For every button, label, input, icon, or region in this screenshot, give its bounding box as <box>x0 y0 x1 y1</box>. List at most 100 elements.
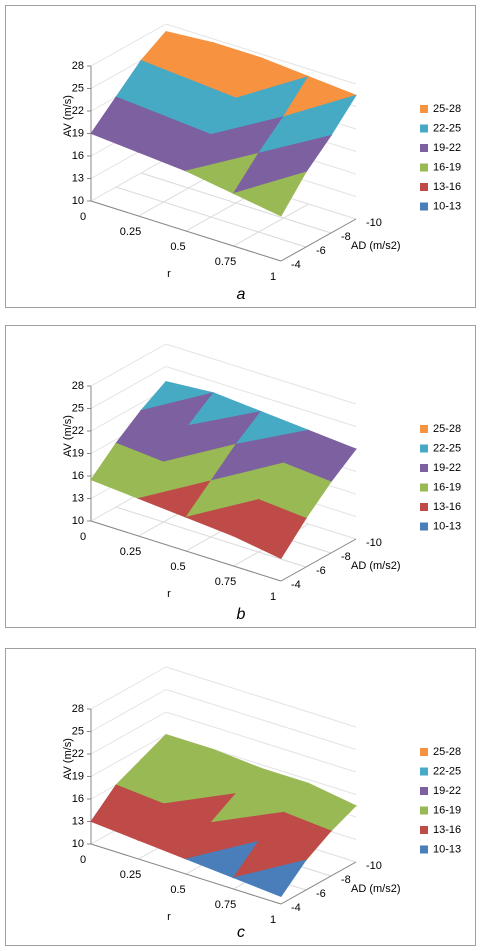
surface-facet <box>232 171 307 217</box>
x-tick-label: 0.25 <box>120 226 141 238</box>
z-tick-label: 28 <box>72 60 84 72</box>
z-tick-label: 16 <box>72 793 84 805</box>
depth-tick-label: -8 <box>341 231 351 243</box>
x-axis-label: r <box>167 268 171 280</box>
depth-axis-label: AD (m/s2) <box>351 883 401 895</box>
z-tick-label: 28 <box>72 380 84 392</box>
chart: 10 13 16 19 22 25 28 0 0.25 0.5 0.75 1 -4 -6 -8 -10 AV (… <box>62 23 461 303</box>
caption: c <box>237 924 245 941</box>
legend-label: 10-13 <box>433 200 461 212</box>
legend-label: 25-28 <box>433 746 461 758</box>
z-tick-label: 13 <box>72 815 84 827</box>
x-tick-label: 0 <box>80 211 86 223</box>
z-tick-label: 16 <box>72 150 84 162</box>
x-tick-label: 1 <box>270 271 276 283</box>
z-tick-label: 16 <box>72 470 84 482</box>
grid-line <box>90 366 167 409</box>
legend-swatch <box>420 845 428 854</box>
legend-swatch <box>420 144 428 152</box>
depth-tick-label: -6 <box>316 565 326 577</box>
legend-swatch <box>420 202 428 211</box>
z-tick-label: 25 <box>72 402 84 414</box>
legend-label: 25-28 <box>433 423 461 435</box>
x-tick-label: 1 <box>270 914 276 926</box>
grid-line <box>90 158 167 202</box>
z-tick-label: 25 <box>72 82 84 94</box>
x-tick-label: 0 <box>80 531 86 543</box>
grid-line <box>90 689 167 732</box>
z-tick-label: 10 <box>72 515 84 527</box>
x-axis <box>90 843 282 905</box>
z-axis-label: AV (m/s) <box>62 415 74 457</box>
panel: 10 13 16 19 22 25 28 0 0.25 0.5 0.75 1 -4 -6 -8 -10 AV (… <box>5 325 476 628</box>
x-tick-label: 0.5 <box>170 241 185 253</box>
grid-line <box>138 173 214 217</box>
legend-label: 16-19 <box>433 481 461 493</box>
legend-label: 25-28 <box>433 103 461 115</box>
legend-swatch <box>420 826 428 834</box>
x-axis-label: r <box>167 911 171 923</box>
caption: b <box>237 606 246 623</box>
panel: 10 13 16 19 22 25 28 0 0.25 0.5 0.75 1 -4 -6 -8 -10 AV (… <box>5 648 476 946</box>
depth-axis-label: AD (m/s2) <box>351 240 401 252</box>
grid-line <box>90 343 167 387</box>
z-tick-label: 10 <box>72 195 84 207</box>
depth-tick-label: -8 <box>341 551 351 563</box>
legend-swatch <box>420 522 428 531</box>
depth-tick-label: -10 <box>366 217 382 229</box>
legend-swatch <box>420 483 428 492</box>
depth-tick-label: -6 <box>316 888 326 900</box>
grid-line <box>140 172 332 234</box>
legend-label: 16-19 <box>433 161 461 173</box>
depth-tick-label: -4 <box>291 579 301 591</box>
depth-tick-label: -4 <box>291 902 301 914</box>
grid-line <box>165 689 357 750</box>
legend-label: 22-25 <box>433 442 461 454</box>
z-tick-label: 22 <box>72 748 84 760</box>
depth-tick-label: -10 <box>366 860 382 872</box>
depth-axis <box>280 861 357 905</box>
legend-label: 13-16 <box>433 501 461 513</box>
grid-line <box>90 711 167 755</box>
surface-facet <box>232 859 307 897</box>
grid-line <box>165 23 357 85</box>
legend-label: 19-22 <box>433 785 461 797</box>
z-tick-label: 22 <box>72 425 84 437</box>
x-tick-label: 0 <box>80 854 86 866</box>
legend-swatch <box>420 464 428 472</box>
z-tick-label: 22 <box>72 105 84 117</box>
depth-axis <box>280 538 357 582</box>
z-axis-label: AV (m/s) <box>62 95 74 137</box>
depth-axis <box>280 218 357 262</box>
legend-swatch <box>420 503 428 511</box>
panel: 10 13 16 19 22 25 28 0 0.25 0.5 0.75 1 -4 -6 -8 -10 AV (… <box>5 5 476 308</box>
x-tick-label: 0.5 <box>170 561 185 573</box>
legend-swatch <box>420 105 428 113</box>
grid-line <box>90 734 167 777</box>
legend-label: 16-19 <box>433 804 461 816</box>
x-axis-label: r <box>167 588 171 600</box>
depth-tick-label: -8 <box>341 874 351 886</box>
z-tick-label: 10 <box>72 838 84 850</box>
grid-line <box>165 343 357 405</box>
grid-line <box>165 666 357 728</box>
legend-swatch <box>420 183 428 191</box>
legend-swatch <box>420 124 428 133</box>
depth-tick-label: -6 <box>316 245 326 257</box>
z-tick-label: 19 <box>72 447 84 459</box>
x-tick-label: 0.25 <box>120 546 141 558</box>
grid-line <box>233 203 309 247</box>
legend-swatch <box>420 806 428 815</box>
chart: 10 13 16 19 22 25 28 0 0.25 0.5 0.75 1 -4 -6 -8 -10 AV (… <box>62 343 461 623</box>
x-tick-label: 0.75 <box>215 256 236 268</box>
legend-swatch <box>420 425 428 433</box>
x-axis <box>90 200 282 262</box>
grid-line <box>165 366 357 427</box>
legend-label: 19-22 <box>433 462 461 474</box>
x-tick-label: 0.5 <box>170 884 185 896</box>
legend-swatch <box>420 787 428 795</box>
legend-label: 19-22 <box>433 142 461 154</box>
z-tick-label: 19 <box>72 127 84 139</box>
legend-label: 10-13 <box>433 843 461 855</box>
